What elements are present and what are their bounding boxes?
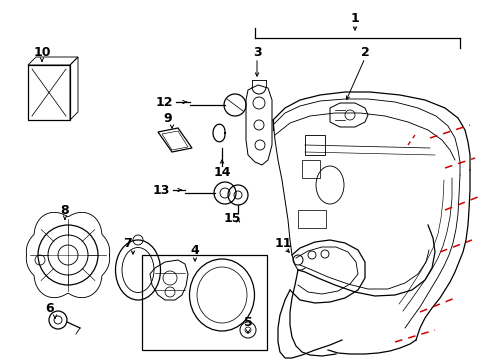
- Text: 2: 2: [360, 45, 368, 59]
- Polygon shape: [213, 124, 224, 142]
- Text: 8: 8: [61, 203, 69, 216]
- Text: 6: 6: [45, 302, 54, 315]
- Bar: [28, 65, 70, 120]
- Text: 7: 7: [123, 237, 132, 249]
- Text: 9: 9: [163, 112, 172, 125]
- Text: 10: 10: [33, 45, 51, 59]
- Text: 15: 15: [223, 212, 240, 225]
- Text: 1: 1: [350, 12, 359, 24]
- Text: 3: 3: [252, 45, 261, 59]
- Text: 4: 4: [190, 243, 199, 257]
- Bar: [297, 210, 325, 228]
- Text: 12: 12: [155, 95, 173, 108]
- Bar: [142, 255, 266, 350]
- Text: 5: 5: [243, 316, 252, 329]
- Text: 11: 11: [274, 237, 291, 249]
- Text: 14: 14: [213, 166, 230, 179]
- Text: 13: 13: [152, 184, 170, 197]
